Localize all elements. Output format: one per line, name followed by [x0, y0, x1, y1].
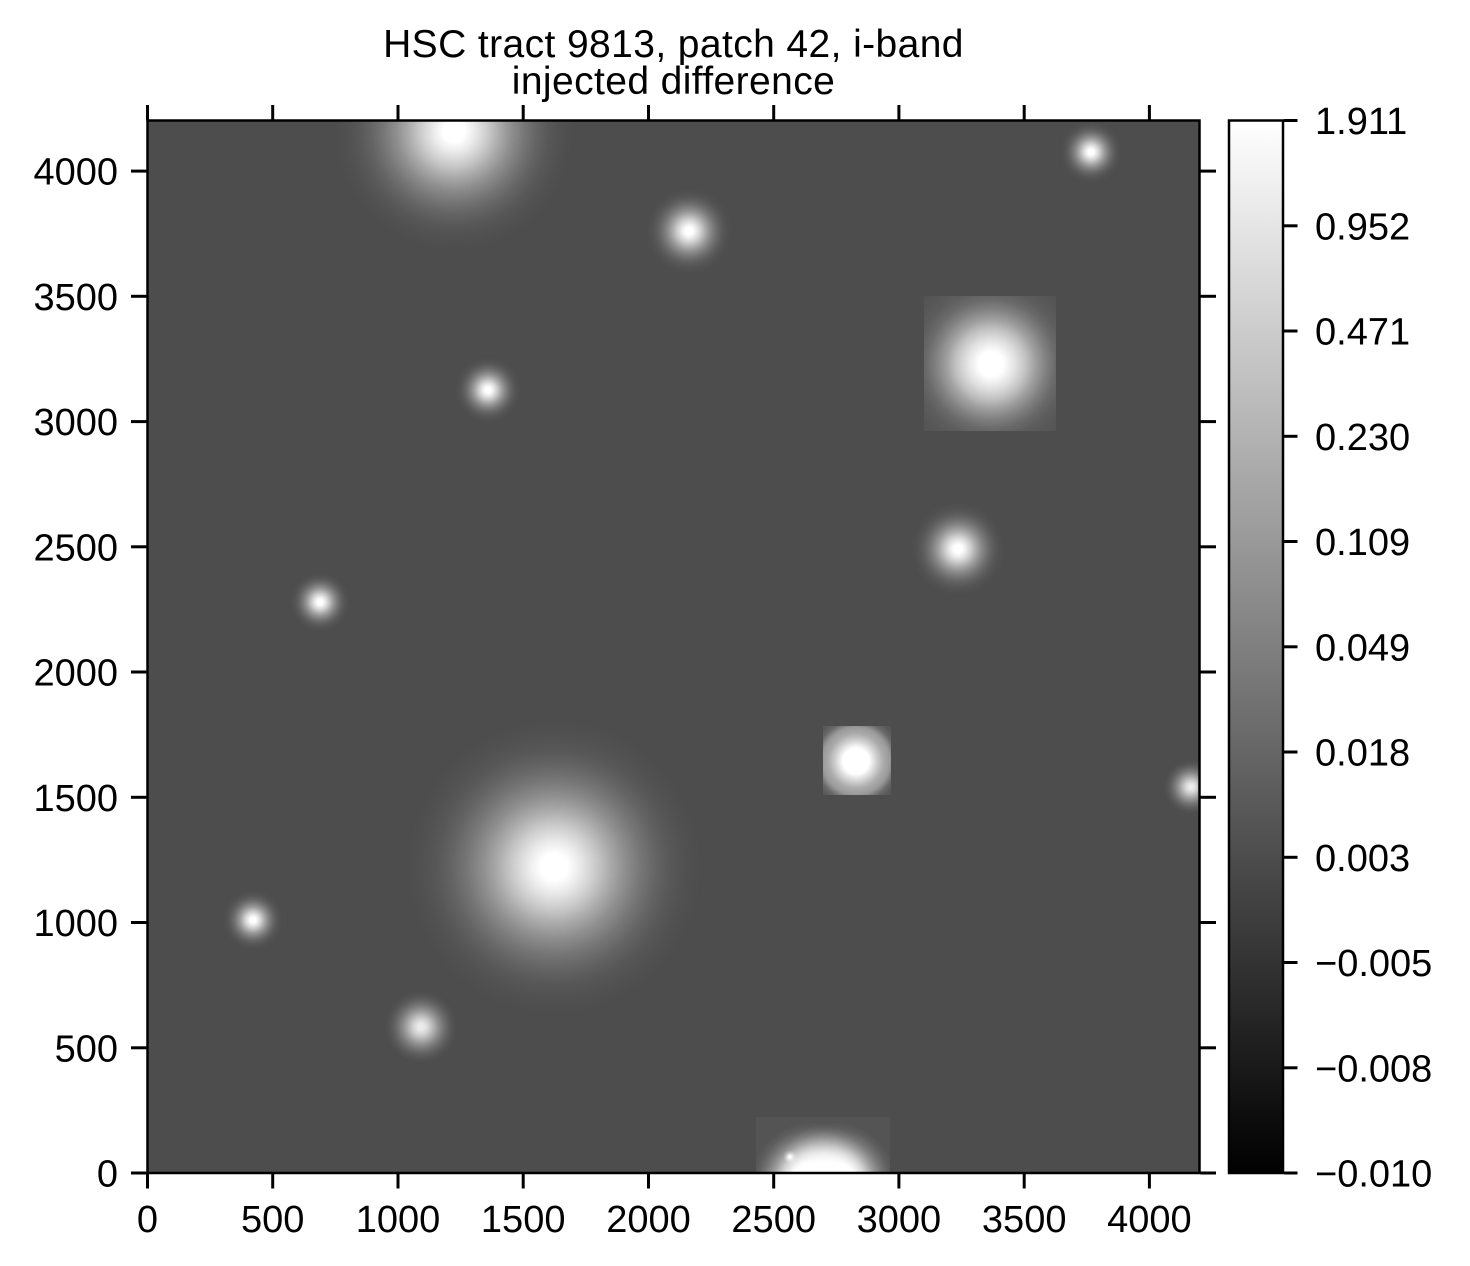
svg-text:0.230: 0.230 — [1315, 417, 1410, 459]
svg-text:HSC tract 9813, patch 42, i-ba: HSC tract 9813, patch 42, i-band — [383, 23, 964, 66]
svg-text:0.471: 0.471 — [1315, 312, 1410, 354]
svg-text:3000: 3000 — [857, 1199, 942, 1241]
svg-text:−0.005: −0.005 — [1315, 943, 1432, 985]
svg-text:500: 500 — [241, 1199, 304, 1241]
svg-text:1000: 1000 — [33, 903, 118, 945]
svg-text:0: 0 — [137, 1199, 158, 1241]
svg-text:2500: 2500 — [33, 527, 118, 569]
svg-text:1.911: 1.911 — [1315, 101, 1407, 143]
svg-text:3500: 3500 — [982, 1199, 1067, 1241]
svg-text:injected difference: injected difference — [512, 60, 835, 103]
svg-text:2000: 2000 — [33, 653, 118, 695]
svg-text:0.003: 0.003 — [1315, 838, 1410, 880]
svg-text:1500: 1500 — [481, 1199, 566, 1241]
svg-text:0: 0 — [97, 1154, 118, 1196]
svg-text:0.109: 0.109 — [1315, 522, 1410, 564]
svg-text:−0.010: −0.010 — [1315, 1154, 1432, 1196]
svg-text:2500: 2500 — [731, 1199, 816, 1241]
svg-text:0.952: 0.952 — [1315, 206, 1410, 248]
svg-text:4000: 4000 — [33, 152, 118, 194]
svg-text:1000: 1000 — [356, 1199, 441, 1241]
svg-text:2000: 2000 — [606, 1199, 691, 1241]
svg-text:4000: 4000 — [1107, 1199, 1192, 1241]
svg-text:0.049: 0.049 — [1315, 627, 1410, 669]
svg-text:3000: 3000 — [33, 402, 118, 444]
svg-text:3500: 3500 — [33, 277, 118, 319]
svg-text:0.018: 0.018 — [1315, 733, 1410, 775]
svg-text:1500: 1500 — [33, 778, 118, 820]
svg-text:500: 500 — [55, 1028, 118, 1070]
svg-text:−0.008: −0.008 — [1315, 1048, 1432, 1090]
